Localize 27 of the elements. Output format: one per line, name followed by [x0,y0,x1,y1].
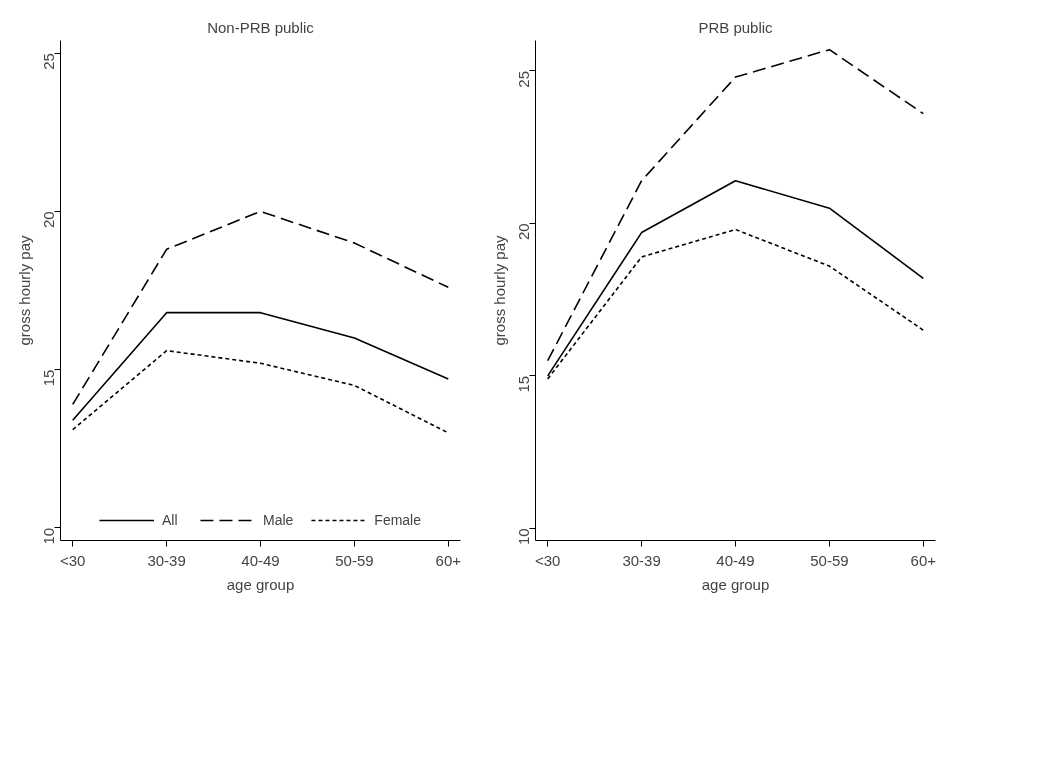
x-axis-title: age group [701,575,770,593]
y-tick-label: 25 [515,70,533,88]
x-tick-label: 60+ [435,551,462,569]
x-tick-label: 50-59 [810,551,849,569]
x-tick-label: <30 [534,551,561,569]
x-tick-label: 30-39 [622,551,661,569]
y-axis-title: gross hourly pay [490,234,508,346]
x-tick-label: 50-59 [335,551,374,569]
y-tick-label: 15 [40,369,58,387]
y-tick-label: 10 [40,527,58,545]
x-tick-label: <30 [59,551,86,569]
x-tick-label: 40-49 [716,551,755,569]
y-axis-title: gross hourly pay [15,234,33,346]
x-tick-label: 30-39 [147,551,186,569]
legend-label: All [161,512,179,528]
y-tick-label: 15 [515,375,533,393]
y-tick-label: 20 [40,211,58,229]
y-tick-label: 20 [515,223,533,241]
x-axis-title: age group [226,575,295,593]
x-tick-label: 40-49 [241,551,280,569]
y-tick-label: 25 [40,53,58,70]
x-tick-label: 60+ [910,551,937,569]
legend-label: Female [374,512,422,528]
legend-label: Male [262,512,294,528]
chart-title: Non-PRB public [207,18,315,36]
y-tick-label: 10 [515,528,533,545]
chart-title: PRB public [698,18,774,36]
